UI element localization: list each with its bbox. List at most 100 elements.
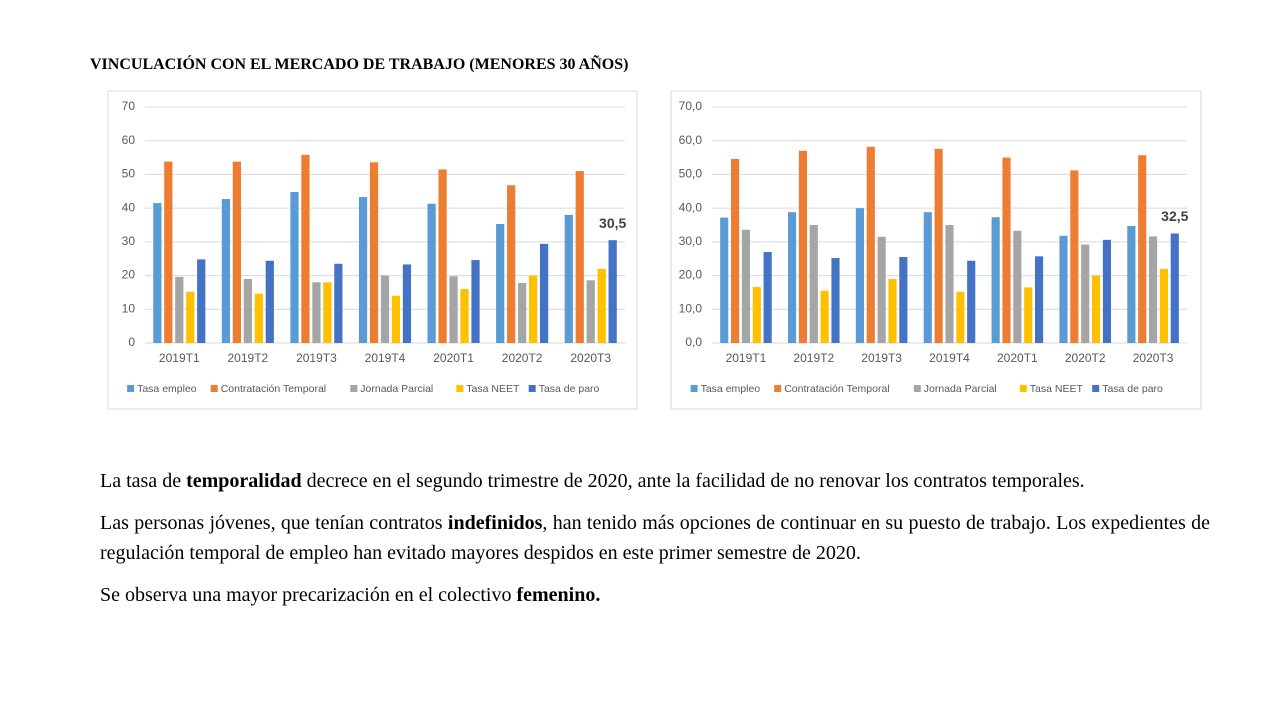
legend-label: Tasa NEET <box>1030 383 1084 395</box>
legend-swatch <box>350 385 358 392</box>
bold-text: femenino. <box>516 584 601 606</box>
bar <box>186 291 195 343</box>
x-tick-label: 2019T3 <box>861 351 902 365</box>
bar <box>809 225 818 343</box>
slide-title: VINCULACIÓN CON EL MERCADO DE TRABAJO (M… <box>90 56 629 73</box>
y-tick-label: 10,0 <box>679 301 703 315</box>
bar <box>763 251 772 343</box>
bar <box>358 197 368 343</box>
y-tick-label: 0 <box>128 335 135 349</box>
text: La tasa de <box>100 470 187 492</box>
bar <box>221 199 231 343</box>
text: Las personas jóvenes, que tenían contrat… <box>100 512 448 534</box>
y-tick-label: 70 <box>122 99 136 113</box>
x-tick-label: 2020T2 <box>502 351 543 365</box>
bar <box>496 223 505 343</box>
bar <box>1024 287 1033 343</box>
bar <box>449 276 458 343</box>
bar <box>334 263 343 343</box>
y-tick-label: 40,0 <box>679 200 703 214</box>
legend-label: Tasa empleo <box>137 383 197 395</box>
text: , han tenido más opciones de continuar e… <box>100 512 1210 564</box>
bar <box>243 278 252 343</box>
legend-swatch <box>774 385 782 392</box>
y-tick-label: 60 <box>122 133 136 147</box>
x-tick-label: 2020T3 <box>1133 351 1174 365</box>
bar <box>369 162 379 343</box>
bar <box>232 161 241 343</box>
bar <box>427 203 436 343</box>
bar <box>741 229 750 343</box>
text: Se observa una mayor precarización en el… <box>100 584 517 606</box>
bar <box>855 208 864 343</box>
y-tick-label: 30,0 <box>679 234 703 248</box>
bar <box>529 275 538 343</box>
bold-text: temporalidad <box>186 470 302 492</box>
bar <box>1138 155 1147 343</box>
x-tick-label: 2019T2 <box>228 351 269 365</box>
bar <box>471 260 480 343</box>
y-tick-label: 60,0 <box>679 133 703 147</box>
bar <box>1013 230 1022 343</box>
charts: 0 10 20 30 40 50 60 70 2019T1 2019T2 2019T3 2019T4 2… <box>107 90 1202 410</box>
bar <box>175 276 184 343</box>
bar <box>586 280 595 343</box>
bar <box>1002 157 1011 343</box>
bar <box>888 278 897 343</box>
legend-label: Jornada Parcial <box>924 383 997 395</box>
bar <box>254 293 263 343</box>
y-tick-label: 40 <box>122 200 136 214</box>
bar <box>597 268 606 343</box>
bar <box>608 240 617 343</box>
y-tick-label: 20 <box>122 268 136 282</box>
legend-label: Tasa empleo <box>701 383 761 395</box>
x-tick-label: 2020T1 <box>433 351 474 365</box>
bar <box>290 191 299 343</box>
bar <box>1059 235 1068 343</box>
legend-label: Jornada Parcial <box>360 383 433 395</box>
x-tick-label: 2020T3 <box>570 351 611 365</box>
bar <box>731 158 740 343</box>
legend-label: Contratación Temporal <box>221 383 326 395</box>
x-tick-label: 2019T4 <box>929 351 970 365</box>
bar <box>380 275 390 343</box>
bar <box>866 146 875 343</box>
bar <box>265 260 274 343</box>
bar <box>564 214 573 343</box>
y-tick-label: 10 <box>122 301 136 315</box>
y-tick-label: 70,0 <box>679 99 703 113</box>
legend-swatch <box>1092 385 1100 392</box>
legend-swatch <box>210 385 218 392</box>
value-label: 30,5 <box>599 215 626 231</box>
legend-swatch <box>690 385 698 392</box>
y-tick-label: 50,0 <box>679 167 703 181</box>
y-tick-label: 50 <box>122 167 136 181</box>
bar <box>301 154 310 343</box>
x-tick-label: 2019T4 <box>365 351 406 365</box>
bar <box>1092 275 1101 343</box>
bar <box>1149 236 1158 343</box>
bar <box>575 171 584 343</box>
bar <box>1127 226 1136 343</box>
paragraph: Se observa una mayor precarización en el… <box>100 580 1210 610</box>
legend-swatch <box>528 385 536 392</box>
y-tick-label: 30 <box>122 234 136 248</box>
bar <box>899 257 908 343</box>
bar <box>539 243 549 343</box>
legend-swatch <box>913 385 921 392</box>
x-tick-label: 2020T1 <box>997 351 1038 365</box>
bold-text: indefinidos <box>447 512 543 534</box>
text: decrece en el segundo trimestre de 2020,… <box>301 470 1085 492</box>
bar <box>831 258 840 343</box>
bar <box>945 225 954 343</box>
bar <box>518 282 527 343</box>
bar <box>967 260 976 343</box>
paragraph: La tasa de temporalidad decrece en el se… <box>100 466 1210 496</box>
bar <box>991 217 1000 343</box>
y-tick-label: 0,0 <box>685 335 702 349</box>
bar <box>956 291 965 343</box>
legend-label: Tasa de paro <box>1102 383 1163 395</box>
bar <box>934 148 943 343</box>
legend-label: Tasa de paro <box>539 383 600 395</box>
